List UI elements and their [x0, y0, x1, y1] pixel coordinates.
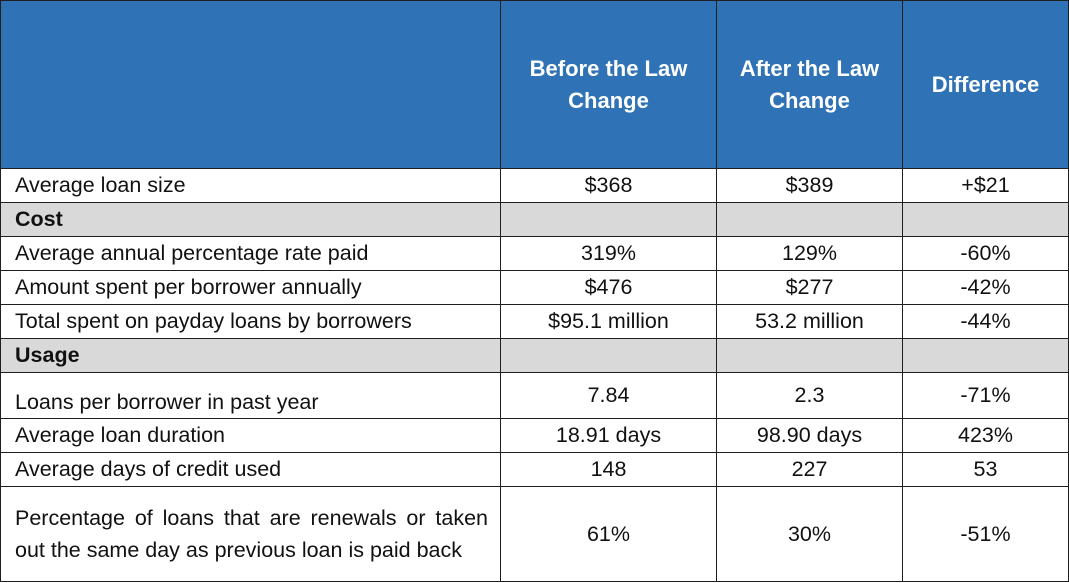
section-empty-cell	[902, 202, 1069, 237]
header-after: After the Law Change	[716, 0, 903, 169]
header-before: Before the Law Change	[500, 0, 717, 169]
before-value: $476	[500, 270, 717, 305]
row-label: Average days of credit used	[0, 452, 501, 487]
section-empty-cell	[902, 338, 1069, 373]
table-row: Average annual percentage rate paid 319%…	[0, 236, 1069, 271]
section-empty-cell	[716, 202, 903, 237]
table-row: Average loan duration 18.91 days 98.90 d…	[0, 418, 1069, 453]
section-row-cost: Cost	[0, 202, 1069, 237]
row-label: Average annual percentage rate paid	[0, 236, 501, 271]
difference-value: -71%	[902, 372, 1069, 419]
after-value: 227	[716, 452, 903, 487]
difference-value: 423%	[902, 418, 1069, 453]
table-row: Loans per borrower in past year 7.84 2.3…	[0, 372, 1069, 419]
section-empty-cell	[500, 202, 717, 237]
after-value: $277	[716, 270, 903, 305]
section-label: Usage	[0, 338, 501, 373]
section-empty-cell	[500, 338, 717, 373]
difference-value: -60%	[902, 236, 1069, 271]
after-value: 53.2 million	[716, 304, 903, 339]
row-label: Loans per borrower in past year	[0, 372, 501, 419]
before-value: $95.1 million	[500, 304, 717, 339]
after-value: 30%	[716, 486, 903, 582]
before-value: 18.91 days	[500, 418, 717, 453]
before-value: $368	[500, 168, 717, 203]
row-label: Amount spent per borrower annually	[0, 270, 501, 305]
table-row: Total spent on payday loans by borrowers…	[0, 304, 1069, 339]
header-empty-cell	[0, 0, 501, 169]
difference-value: -42%	[902, 270, 1069, 305]
before-value: 319%	[500, 236, 717, 271]
header-difference: Difference	[902, 0, 1069, 169]
difference-value: -44%	[902, 304, 1069, 339]
difference-value: -51%	[902, 486, 1069, 582]
after-value: 129%	[716, 236, 903, 271]
row-label: Total spent on payday loans by borrowers	[0, 304, 501, 339]
before-value: 7.84	[500, 372, 717, 419]
after-value: 98.90 days	[716, 418, 903, 453]
after-value: 2.3	[716, 372, 903, 419]
section-row-usage: Usage	[0, 338, 1069, 373]
row-label: Average loan size	[0, 168, 501, 203]
row-label: Average loan duration	[0, 418, 501, 453]
table-row: Average loan size $368 $389 +$21	[0, 168, 1069, 203]
section-label: Cost	[0, 202, 501, 237]
section-empty-cell	[716, 338, 903, 373]
before-value: 148	[500, 452, 717, 487]
after-value: $389	[716, 168, 903, 203]
difference-value: 53	[902, 452, 1069, 487]
table-row: Average days of credit used 148 227 53	[0, 452, 1069, 487]
before-value: 61%	[500, 486, 717, 582]
row-label: Percentage of loans that are renewals or…	[0, 486, 501, 582]
table-row: Percentage of loans that are renewals or…	[0, 486, 1069, 582]
header-row: Before the Law Change After the Law Chan…	[0, 0, 1069, 169]
table-row: Amount spent per borrower annually $476 …	[0, 270, 1069, 305]
difference-value: +$21	[902, 168, 1069, 203]
